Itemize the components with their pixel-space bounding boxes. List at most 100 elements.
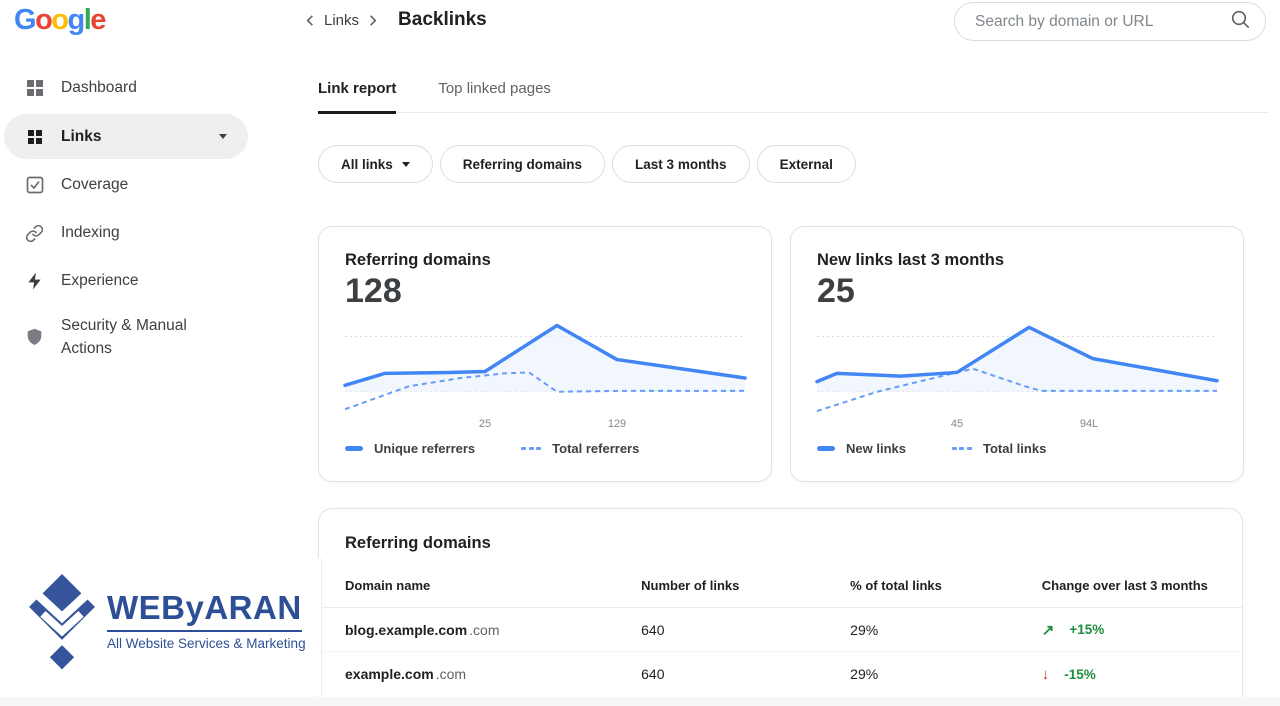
legend-label: Total referrers [552,441,640,456]
trend-up-icon: ↗ [1041,621,1055,639]
card-value: 25 [817,272,855,310]
legend-item: New links [817,441,906,456]
domain-name[interactable]: blog.example.com [345,621,468,638]
watermark-text: WEByARAN All Website Services & Marketin… [107,589,306,651]
chart-area: 25 129 [345,320,745,430]
sidebar-item-indexing[interactable]: Indexing [0,209,300,257]
x-axis-label: 94L [1079,418,1099,430]
chevron-down-icon[interactable] [219,134,227,139]
change-value: +15% [1069,622,1105,637]
table-row[interactable]: blog.example.com .com 640 29% ↗ +15% [319,608,1242,652]
filter-chip-referring-domains[interactable]: Referring domains [439,145,606,183]
bottom-strip [0,697,1280,706]
google-logo-letter: e [90,4,106,36]
checkbox-icon [25,176,44,195]
pct-cell: 29% [850,666,879,682]
column-header-change: Change over last 3 months [1041,578,1208,593]
search-input[interactable] [975,12,1230,31]
solid-line-swatch [345,446,363,451]
legend-item: Total referrers [521,441,639,456]
watermark: WEByARAN All Website Services & Marketin… [0,558,322,695]
column-header-domain-name: Domain name [345,578,431,593]
column-header-number-of-links: Number of links [641,578,740,593]
chart-legend: Unique referrers Total referrers [345,441,745,456]
shield-icon [25,328,44,347]
chart-cards-row: Referring domains 128 25 129 Unique refe… [318,226,1268,482]
google-logo-letter: G [14,4,37,36]
google-logo-letter: o [35,4,53,36]
chip-label: External [779,156,833,172]
lightning-icon [25,272,44,291]
google-logo-letter: g [67,4,86,36]
sidebar-item-dashboard[interactable]: Dashboard [0,64,300,112]
x-axis-label: 45 [950,418,964,430]
page-title: Backlinks [398,9,487,30]
links-count-cell: 640 [641,621,665,638]
main-content: Link report Top linked pages All links R… [318,80,1268,706]
watermark-subtitle: All Website Services & Marketing [107,636,306,651]
sidebar-item-label: Indexing [61,224,120,241]
domain-suffix: .com [435,666,467,682]
chart-area: 45 94L [817,320,1217,430]
link-icon [25,224,44,243]
breadcrumb-links[interactable]: Links [324,11,360,29]
sidebar-item-security[interactable]: Security & Manual Actions [0,305,300,369]
filter-chip-last-3-months[interactable]: Last 3 months [612,145,750,183]
chip-label: Last 3 months [635,156,727,172]
tab-link-report[interactable]: Link report [318,80,397,114]
chevron-left-icon[interactable] [303,13,318,28]
line-chart [817,320,1217,412]
sidebar-item-label: Links [61,127,102,145]
x-axis-label: 129 [607,418,627,430]
domain-cell[interactable]: example.com .com [345,666,641,682]
filter-chip-all-links[interactable]: All links [318,145,433,183]
sidebar-item-experience[interactable]: Experience [0,257,300,305]
google-logo-letter: o [51,4,69,36]
header-divider [319,607,1242,608]
legend-item: Total links [951,441,1046,456]
sidebar-item-links[interactable]: Links [4,114,248,159]
filter-chip-bar: All links Referring domains Last 3 month… [318,145,1268,183]
filter-chip-external[interactable]: External [756,145,856,183]
card-title: Referring domains [345,251,491,269]
referring-domains-card: Referring domains 128 25 129 Unique refe… [318,226,772,482]
search-icon[interactable] [1230,9,1251,35]
chevron-down-icon [401,161,410,167]
links-count-cell: 640 [641,666,665,682]
change-value: -15% [1064,666,1096,682]
sidebar-item-label: Dashboard [61,79,137,96]
dashed-line-swatch [951,447,972,450]
sidebar: Dashboard Links Coverage Indexing [0,64,300,369]
change-cell: ↗ +15% [1042,621,1216,639]
change-cell: ↓ -15% [1042,666,1216,683]
chip-label: All links [341,156,393,172]
legend-item: Unique referrers [345,441,475,456]
x-axis-label: 25 [478,418,492,430]
legend-label: New links [846,441,906,456]
sidebar-item-coverage[interactable]: Coverage [0,161,300,209]
tab-top-linked-pages[interactable]: Top linked pages [438,80,551,97]
column-header-pct-of-total-links: % of total links [850,578,942,593]
breadcrumb: Links Backlinks [303,9,487,31]
pct-cell: 29% [850,621,879,638]
table-title: Referring domains [345,534,491,552]
card-title: New links last 3 months [817,251,1005,269]
domain-cell[interactable]: blog.example.com .com [345,622,641,638]
solid-line-swatch [817,446,835,451]
table-header-row: Domain name Number of links % of total l… [319,578,1242,593]
domain-name[interactable]: example.com [345,666,434,682]
line-chart [345,320,745,412]
google-logo[interactable]: Google [14,4,106,37]
table-row[interactable]: example.com .com 640 29% ↓ -15% [319,652,1242,696]
links-grid-icon [25,127,44,146]
dashboard-grid-icon [25,79,44,98]
tab-bar: Link report Top linked pages [318,80,1268,114]
chevron-right-icon [365,13,380,28]
sidebar-item-label: Security & Manual Actions [61,316,187,357]
new-links-card: New links last 3 months 25 45 94L New li… [790,226,1244,482]
search-box[interactable] [954,2,1266,41]
legend-label: Unique referrers [374,441,476,456]
sidebar-item-label: Coverage [61,176,129,193]
trend-down-icon: ↓ [1041,665,1050,683]
referring-domains-table-card: Referring domains Domain name Number of … [318,508,1243,706]
